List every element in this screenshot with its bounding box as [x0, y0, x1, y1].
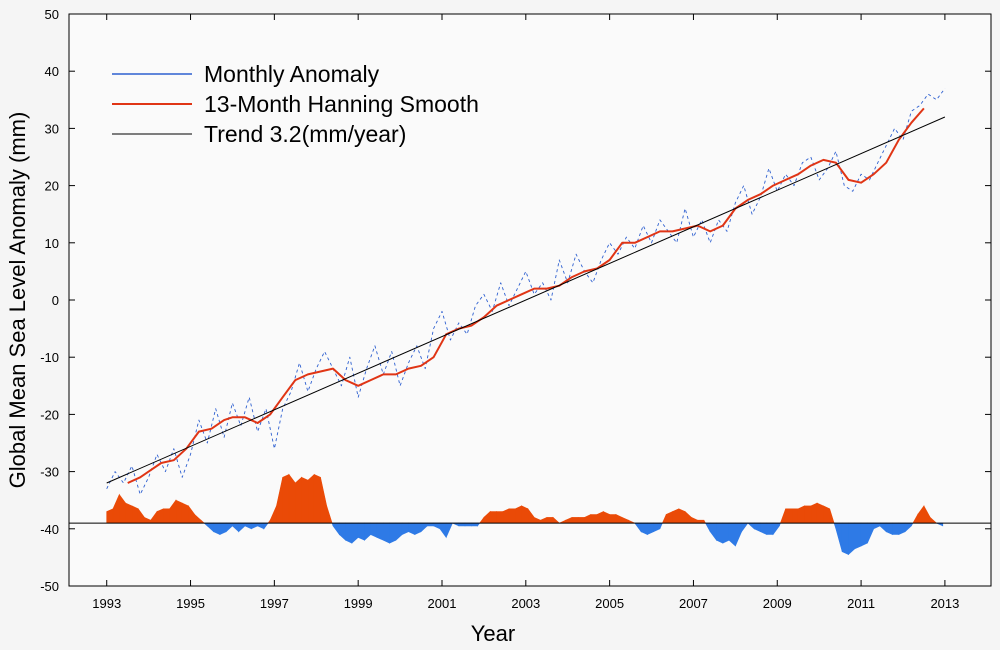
residual-negative-segment [370, 522, 378, 538]
residual-positive-segment [282, 474, 290, 524]
legend-label-smooth: 13-Month Hanning Smooth [204, 91, 479, 117]
residual-positive-segment [301, 476, 309, 524]
residual-positive-segment [521, 505, 529, 524]
residual-positive-segment [125, 502, 133, 524]
residual-positive-segment [294, 476, 302, 524]
x-tick-label: 1993 [92, 596, 121, 611]
residual-positive-segment [571, 517, 579, 524]
monthly-anomaly-line [106, 88, 946, 495]
residual-positive-segment [791, 508, 799, 524]
y-tick-label: -50 [40, 579, 59, 594]
residual-positive-segment [313, 474, 321, 524]
residual-positive-segment [672, 508, 680, 524]
residual-negative-segment [892, 522, 900, 535]
x-tick-label: 2007 [679, 596, 708, 611]
residual-positive-segment [131, 505, 139, 524]
residual-positive-segment [496, 511, 504, 524]
residual-positive-segment [804, 505, 812, 524]
residual-positive-segment [678, 508, 686, 524]
residual-positive-segment [156, 508, 164, 524]
y-tick-label: 50 [45, 7, 59, 22]
x-tick-label: 2013 [930, 596, 959, 611]
x-tick-label: 1999 [344, 596, 373, 611]
residual-positive-segment [307, 473, 315, 524]
residual-positive-segment [785, 508, 793, 524]
residual-positive-segment [502, 508, 510, 524]
y-tick-label: 20 [45, 179, 59, 194]
residual-positive-segment [810, 502, 818, 524]
x-tick-label: 2011 [847, 596, 875, 611]
legend: Monthly Anomaly 13-Month Hanning Smooth … [112, 61, 479, 147]
x-tick-label: 2005 [595, 596, 624, 611]
residual-area-group [69, 473, 991, 556]
x-tick-label: 2009 [763, 596, 792, 611]
axes-group: -50 -40 -30 -20 -10 0 10 20 30 40 50 1993 1995 1997 19… [40, 7, 991, 611]
residual-positive-segment [590, 514, 598, 524]
y-tick-label: 0 [52, 293, 59, 308]
residual-negative-segment [382, 522, 390, 544]
y-tick-label: 10 [45, 236, 59, 251]
residual-negative-segment [357, 522, 365, 541]
residual-positive-segment [106, 508, 114, 524]
residual-negative-segment [376, 522, 384, 541]
residual-negative-segment [848, 522, 856, 556]
residual-negative-segment [860, 522, 868, 547]
residual-negative-segment [841, 522, 849, 555]
residual-positive-segment [823, 505, 831, 524]
residual-negative-segment [345, 522, 353, 544]
x-tick-label: 1997 [260, 596, 289, 611]
residual-positive-segment [175, 499, 183, 524]
hanning-smooth-line [127, 107, 925, 484]
residual-negative-segment [389, 522, 397, 544]
y-tick-label: -20 [40, 407, 59, 422]
series-group [106, 88, 946, 495]
plot-area [68, 13, 992, 587]
x-tick-label: 2003 [511, 596, 540, 611]
x-axis-title: Year [471, 621, 515, 646]
y-axis-title: Global Mean Sea Level Anomaly (mm) [5, 112, 30, 489]
residual-positive-segment [546, 517, 554, 524]
residual-negative-segment [722, 522, 730, 544]
x-tick-label: 1995 [176, 596, 205, 611]
residual-positive-segment [163, 508, 170, 524]
y-tick-label: 30 [45, 121, 59, 136]
x-tick-label: 2001 [428, 596, 457, 611]
y-tick-label: -10 [40, 350, 59, 365]
residual-positive-segment [816, 502, 824, 524]
residual-positive-segment [288, 473, 296, 524]
residual-positive-segment [508, 508, 516, 524]
residual-positive-segment [609, 514, 617, 524]
residual-positive-segment [181, 502, 189, 524]
residual-negative-segment [854, 522, 862, 550]
y-tick-label: 40 [45, 64, 59, 79]
residual-positive-segment [797, 505, 805, 524]
legend-label-trend: Trend 3.2(mm/year) [204, 121, 406, 147]
residual-positive-segment [514, 505, 522, 524]
y-tick-label: -40 [40, 522, 59, 537]
y-tick-label: -30 [40, 465, 59, 480]
residual-negative-segment [716, 522, 724, 544]
residual-positive-segment [577, 517, 585, 524]
residual-negative-segment [766, 522, 774, 535]
residual-positive-segment [489, 511, 497, 524]
legend-label-monthly: Monthly Anomaly [204, 61, 380, 87]
trend-line [106, 116, 946, 484]
